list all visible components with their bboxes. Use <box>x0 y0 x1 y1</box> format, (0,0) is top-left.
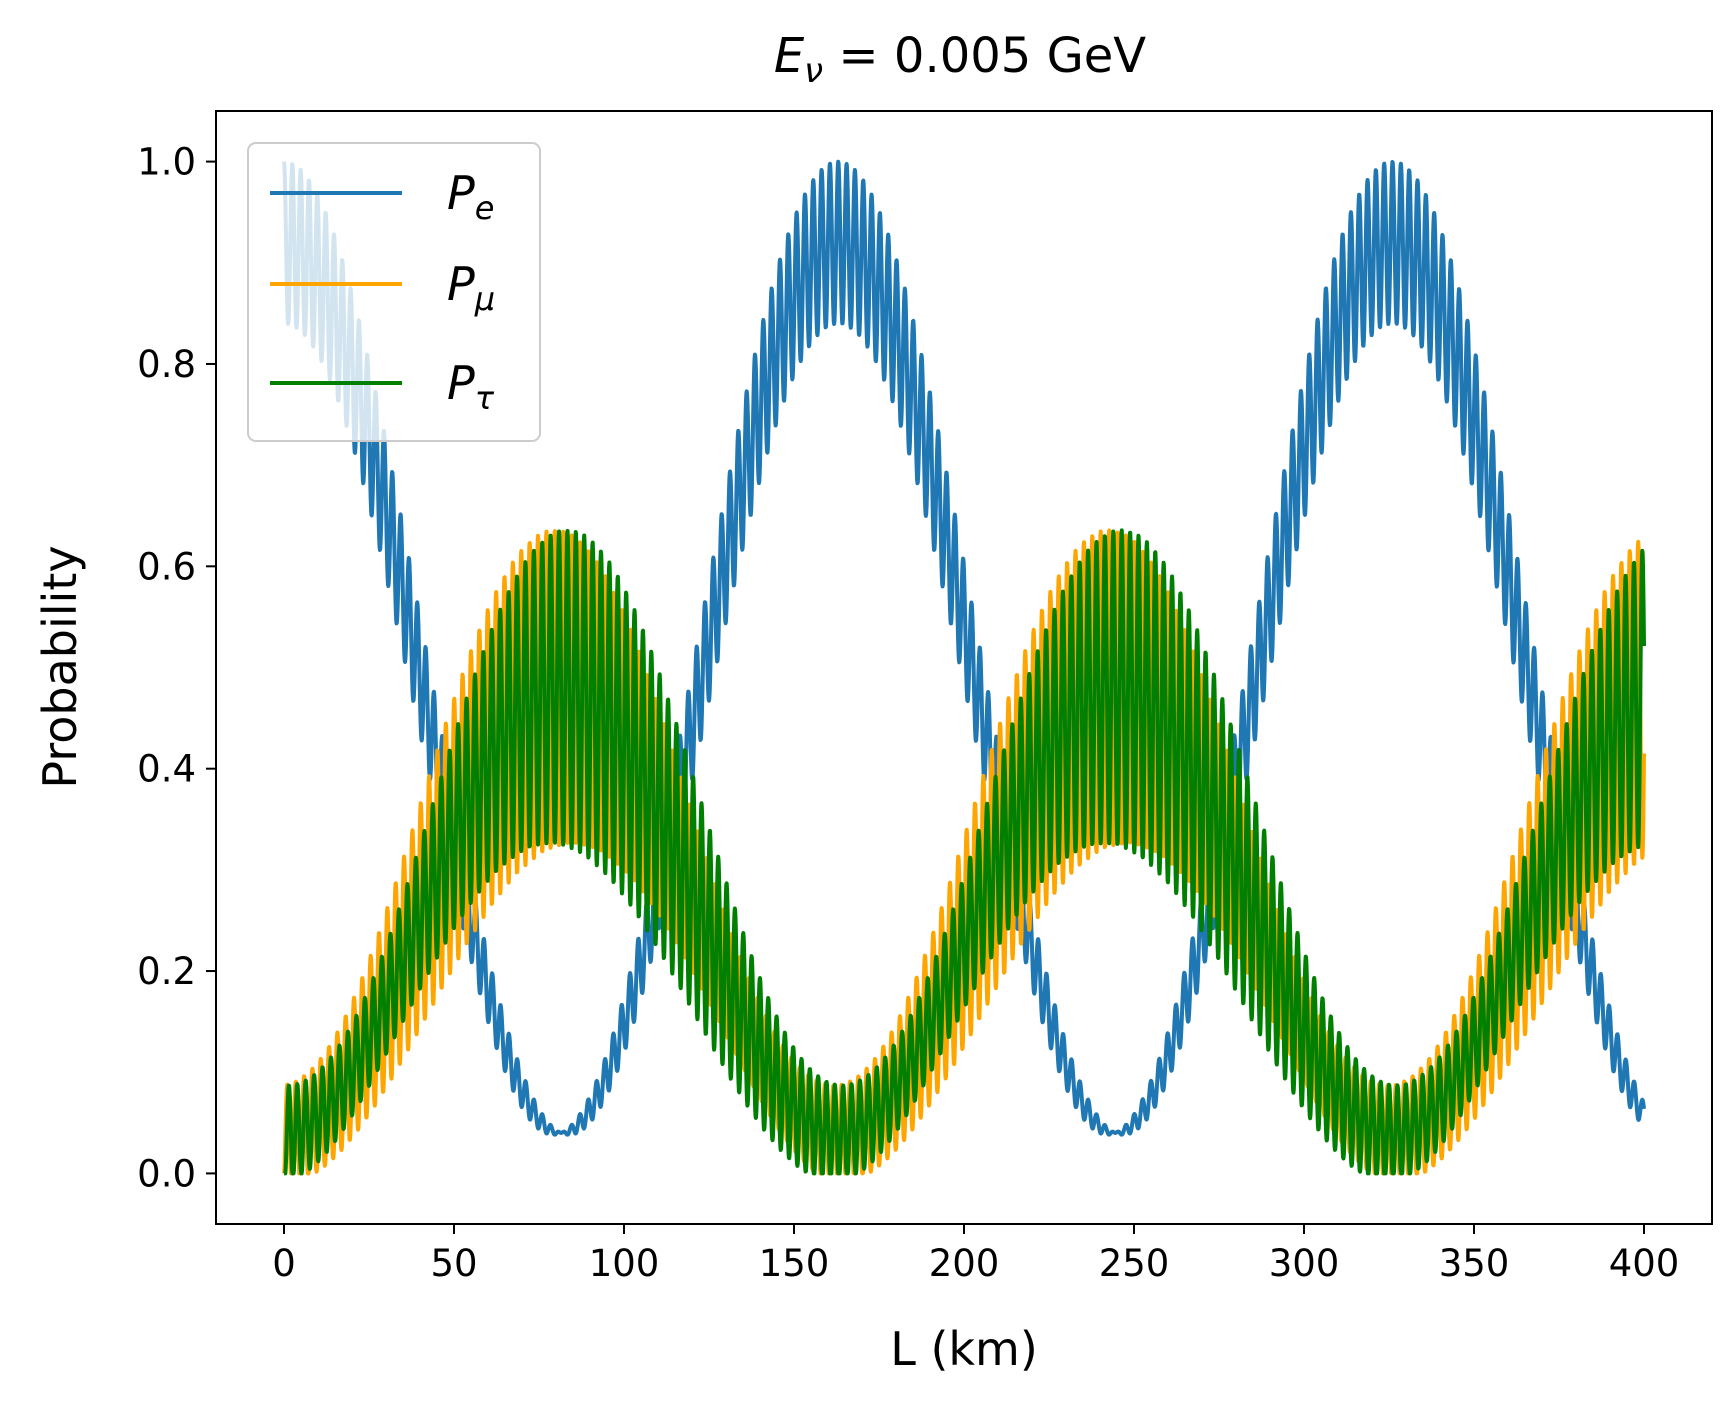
x-tick-label: 200 <box>929 1242 1000 1285</box>
x-tick-label: 0 <box>272 1242 296 1285</box>
legend-label-pe: Pe <box>447 166 494 227</box>
x-tick-label: 300 <box>1269 1242 1340 1285</box>
series-layer <box>282 159 1646 1176</box>
legend: Pe Pμ Pτ <box>247 142 541 442</box>
series-line-pe <box>282 159 1646 1137</box>
y-tick-label: 0.6 <box>137 545 196 588</box>
title-symbol: E <box>774 28 805 84</box>
legend-label-pmu: Pμ <box>447 257 495 318</box>
chart-title: Eν = 0.005 GeV <box>774 28 1146 91</box>
title-rest: = 0.005 GeV <box>823 28 1146 84</box>
y-tick-label: 0.0 <box>137 1152 196 1195</box>
x-tick-label: 250 <box>1099 1242 1170 1285</box>
y-axis-label: Probability <box>33 545 87 788</box>
y-tick-label: 0.2 <box>137 950 196 993</box>
x-axis-label: L (km) <box>890 1322 1038 1376</box>
legend-box <box>247 142 541 442</box>
x-tick-label: 50 <box>430 1242 477 1285</box>
y-tick-label: 0.8 <box>137 343 196 386</box>
x-axis-ticks: 0 50 100 150 200 250 300 350 400 <box>272 1224 1679 1285</box>
y-tick-label: 1.0 <box>137 141 196 184</box>
series-line-ptau <box>282 528 1646 1176</box>
y-tick-label: 0.4 <box>137 748 196 791</box>
x-tick-label: 100 <box>589 1242 660 1285</box>
x-tick-label: 400 <box>1609 1242 1680 1285</box>
x-tick-label: 150 <box>759 1242 830 1285</box>
title-subscript: ν <box>804 51 823 91</box>
x-tick-label: 350 <box>1439 1242 1510 1285</box>
legend-label-ptau: Pτ <box>447 356 495 417</box>
y-axis-ticks: 0.0 0.2 0.4 0.6 0.8 1.0 <box>137 141 216 1195</box>
